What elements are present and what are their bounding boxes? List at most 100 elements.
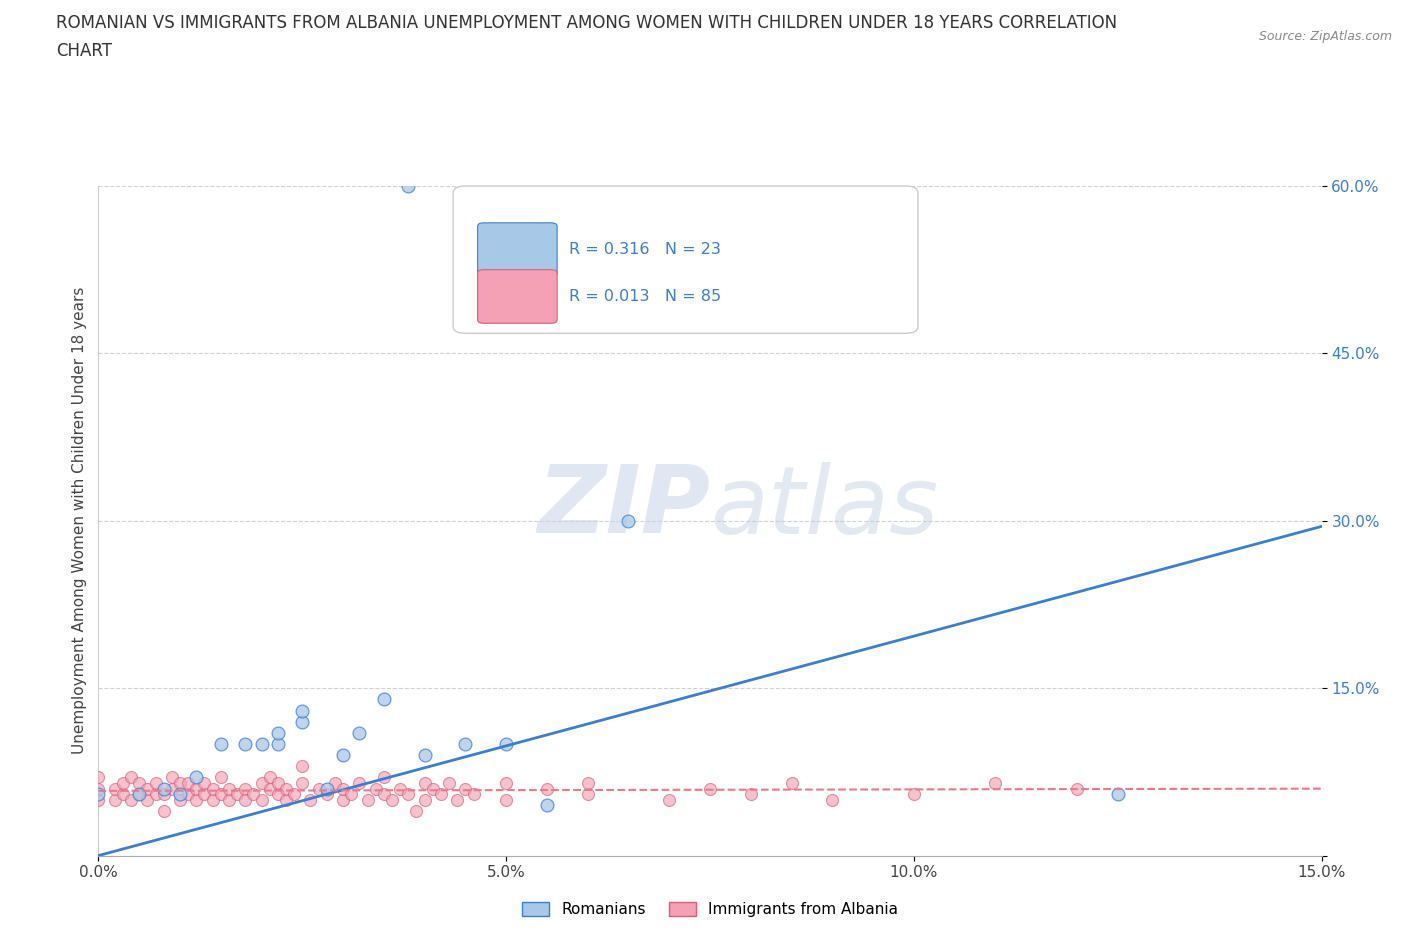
Point	[259, 781, 281, 796]
Point	[576, 776, 599, 790]
Point	[536, 781, 558, 796]
Point	[1107, 787, 1129, 802]
Point	[152, 787, 174, 802]
Point	[218, 792, 240, 807]
Point	[536, 798, 558, 813]
Point	[413, 792, 436, 807]
Point	[332, 748, 354, 763]
Point	[111, 776, 134, 790]
Point	[104, 781, 127, 796]
Point	[250, 776, 273, 790]
Point	[128, 787, 150, 802]
Point	[340, 787, 363, 802]
Point	[437, 776, 460, 790]
Point	[169, 792, 191, 807]
Point	[291, 776, 314, 790]
Text: Source: ZipAtlas.com: Source: ZipAtlas.com	[1258, 30, 1392, 43]
Point	[984, 776, 1007, 790]
Text: R = 0.013   N = 85: R = 0.013 N = 85	[569, 289, 721, 304]
Point	[267, 787, 290, 802]
Point	[177, 776, 200, 790]
Point	[405, 804, 427, 818]
Point	[186, 792, 208, 807]
Point	[87, 781, 110, 796]
Point	[495, 737, 517, 751]
Point	[422, 781, 444, 796]
Point	[283, 787, 305, 802]
Point	[152, 804, 174, 818]
Point	[903, 787, 925, 802]
Point	[136, 792, 159, 807]
Point	[323, 776, 346, 790]
Point	[576, 787, 599, 802]
Point	[177, 787, 200, 802]
Point	[454, 781, 477, 796]
Point	[373, 787, 395, 802]
Point	[120, 770, 142, 785]
Point	[169, 787, 191, 802]
Point	[87, 792, 110, 807]
Point	[136, 781, 159, 796]
Point	[740, 787, 762, 802]
Point	[617, 513, 640, 528]
Text: R = 0.316   N = 23: R = 0.316 N = 23	[569, 242, 721, 257]
Point	[87, 787, 110, 802]
Point	[233, 737, 256, 751]
Point	[274, 781, 297, 796]
Point	[160, 781, 183, 796]
Point	[1066, 781, 1088, 796]
Point	[209, 770, 232, 785]
Point	[233, 792, 256, 807]
Point	[454, 737, 477, 751]
Point	[315, 781, 337, 796]
Point	[250, 737, 273, 751]
Point	[356, 792, 378, 807]
Point	[389, 781, 412, 796]
Point	[259, 770, 281, 785]
Point	[242, 787, 264, 802]
Text: ZIP: ZIP	[537, 461, 710, 553]
Point	[381, 792, 404, 807]
Point	[193, 776, 215, 790]
Point	[128, 787, 150, 802]
Text: CHART: CHART	[56, 42, 112, 60]
Point	[267, 737, 290, 751]
Point	[446, 792, 468, 807]
Point	[349, 776, 371, 790]
Point	[495, 776, 517, 790]
Point	[111, 787, 134, 802]
Point	[396, 179, 419, 193]
Point	[104, 792, 127, 807]
Point	[233, 781, 256, 796]
Point	[201, 792, 224, 807]
Point	[120, 792, 142, 807]
Text: ROMANIAN VS IMMIGRANTS FROM ALBANIA UNEMPLOYMENT AMONG WOMEN WITH CHILDREN UNDER: ROMANIAN VS IMMIGRANTS FROM ALBANIA UNEM…	[56, 14, 1118, 32]
Point	[780, 776, 803, 790]
Point	[267, 725, 290, 740]
Point	[186, 770, 208, 785]
Point	[308, 781, 330, 796]
Point	[332, 781, 354, 796]
Point	[821, 792, 844, 807]
Point	[291, 703, 314, 718]
Point	[145, 776, 167, 790]
Point	[658, 792, 681, 807]
Point	[169, 776, 191, 790]
Point	[128, 776, 150, 790]
Point	[299, 792, 322, 807]
Point	[373, 770, 395, 785]
Point	[349, 725, 371, 740]
Point	[332, 792, 354, 807]
Point	[373, 692, 395, 707]
Point	[495, 792, 517, 807]
Point	[267, 776, 290, 790]
Point	[160, 770, 183, 785]
Text: atlas: atlas	[710, 462, 938, 553]
Point	[413, 776, 436, 790]
Point	[250, 792, 273, 807]
Point	[364, 781, 387, 796]
Point	[209, 737, 232, 751]
Point	[413, 748, 436, 763]
Point	[396, 787, 419, 802]
Point	[699, 781, 721, 796]
